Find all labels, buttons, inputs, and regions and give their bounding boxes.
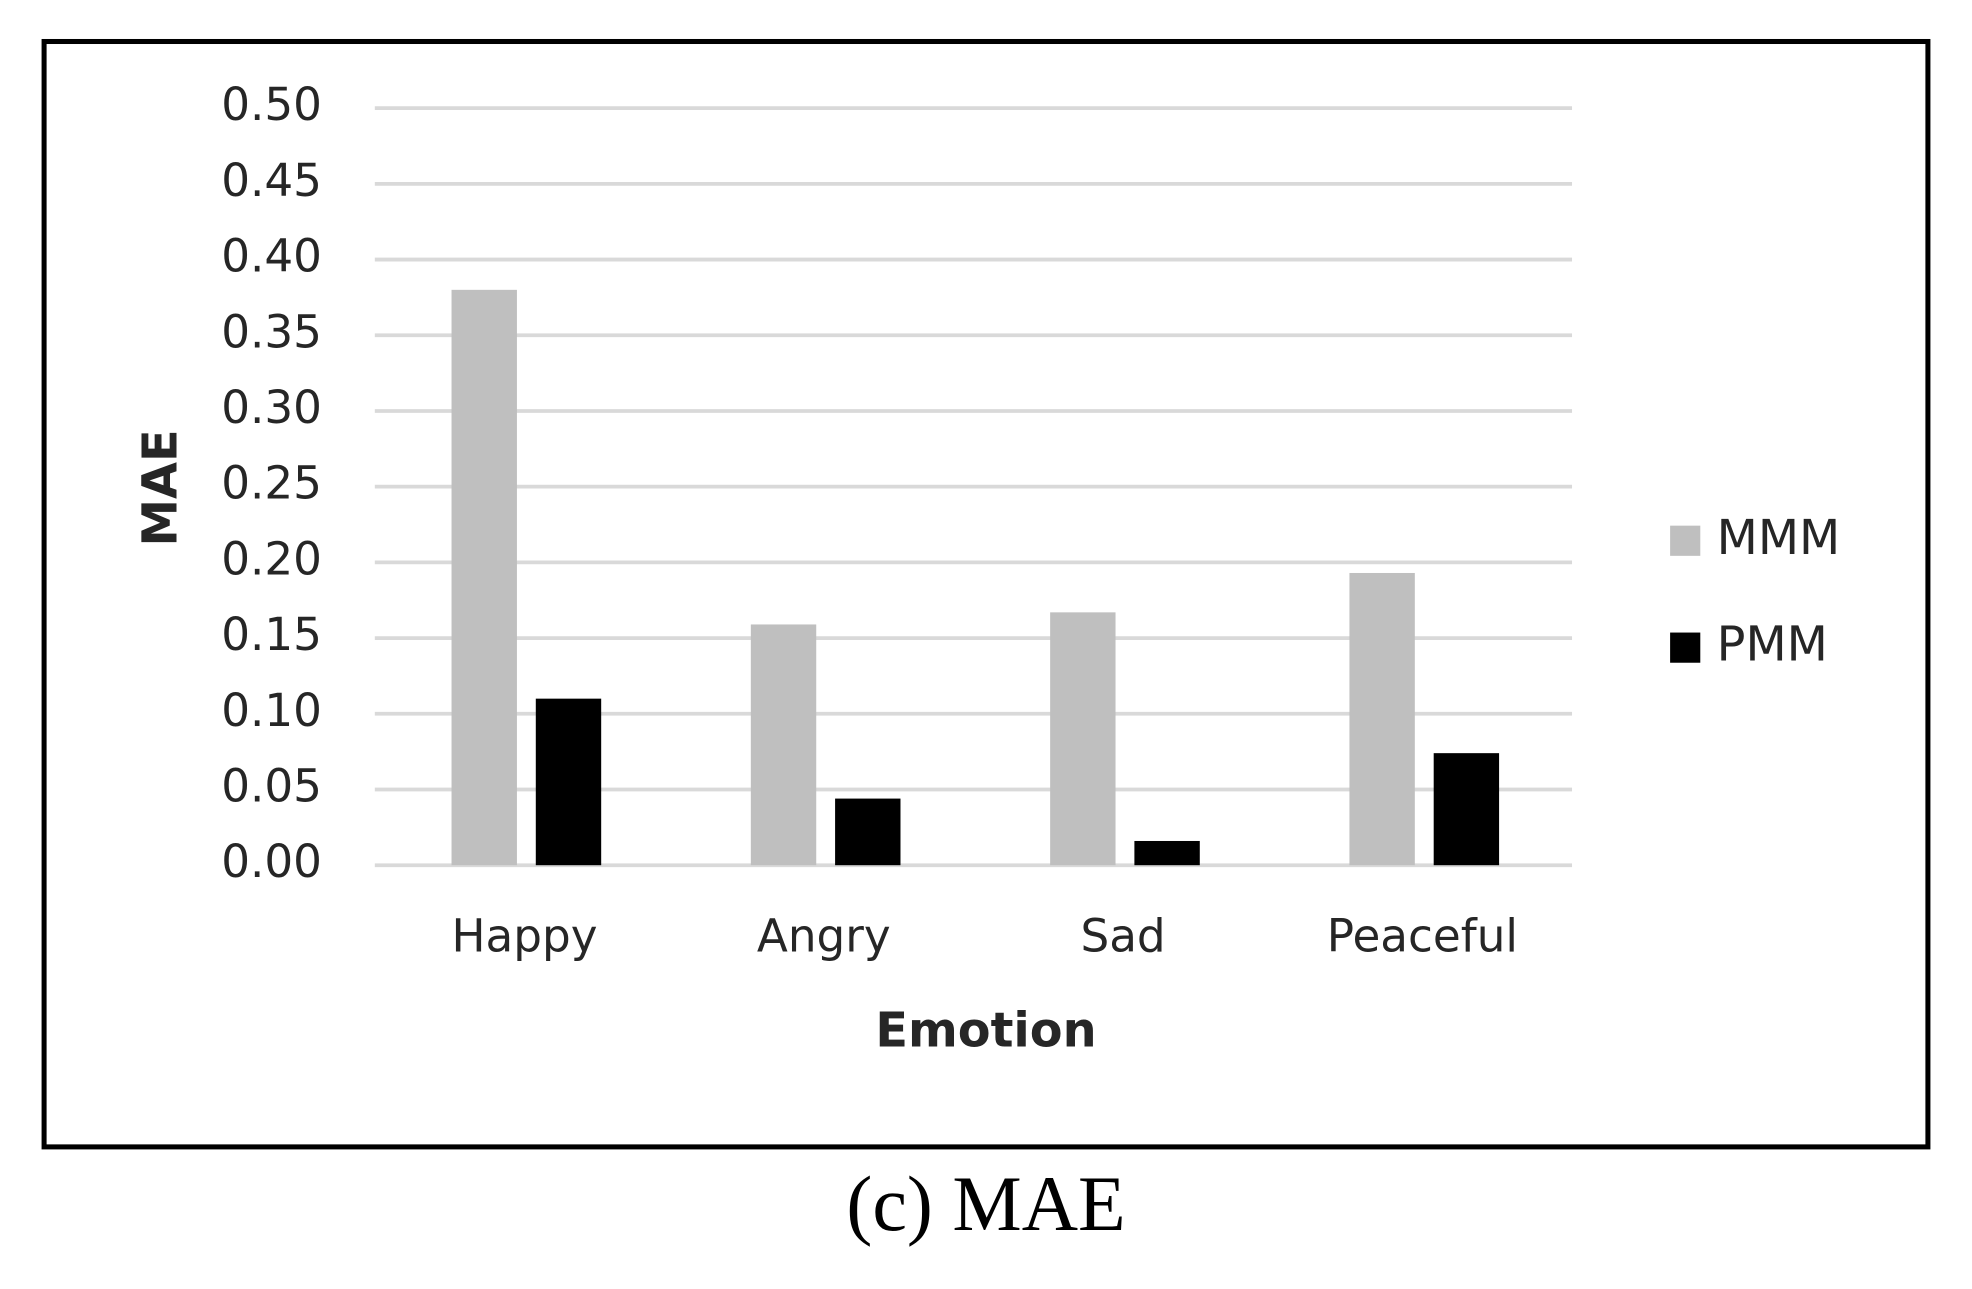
bar xyxy=(535,698,602,866)
bar xyxy=(835,798,901,866)
y-tick-label: 0.40 xyxy=(221,230,322,283)
bar xyxy=(1134,840,1200,866)
x-tick-label: Angry xyxy=(757,909,891,962)
y-tick-label: 0.15 xyxy=(221,608,322,661)
x-tick-label: Happy xyxy=(451,909,597,962)
bar xyxy=(750,624,817,866)
x-tick-label: Sad xyxy=(1080,909,1165,962)
bar xyxy=(451,289,517,866)
caption: (c) MAE xyxy=(846,1161,1125,1247)
legend-swatch xyxy=(1670,632,1701,663)
y-tick-label: 0.35 xyxy=(221,305,322,358)
y-tick-label: 0.25 xyxy=(221,457,322,510)
y-tick-label: 0.30 xyxy=(221,381,322,434)
y-tick-label: 0.20 xyxy=(221,532,322,585)
y-axis-title: MAE xyxy=(134,429,189,546)
y-tick-label: 0.00 xyxy=(221,835,322,888)
y-tick-label: 0.10 xyxy=(221,684,322,737)
legend-swatch xyxy=(1670,525,1701,556)
frame xyxy=(41,38,1931,1150)
bar xyxy=(1349,572,1415,866)
bar xyxy=(1050,612,1116,866)
x-tick-label: Peaceful xyxy=(1327,909,1518,962)
x-axis-title: Emotion xyxy=(875,1004,1096,1059)
legend-label: PMM xyxy=(1717,618,1828,673)
y-tick-label: 0.45 xyxy=(221,154,322,207)
legend-label: MMM xyxy=(1717,511,1841,566)
y-tick-label: 0.05 xyxy=(221,759,322,812)
y-tick-label: 0.50 xyxy=(221,78,322,131)
bar xyxy=(1433,753,1500,866)
